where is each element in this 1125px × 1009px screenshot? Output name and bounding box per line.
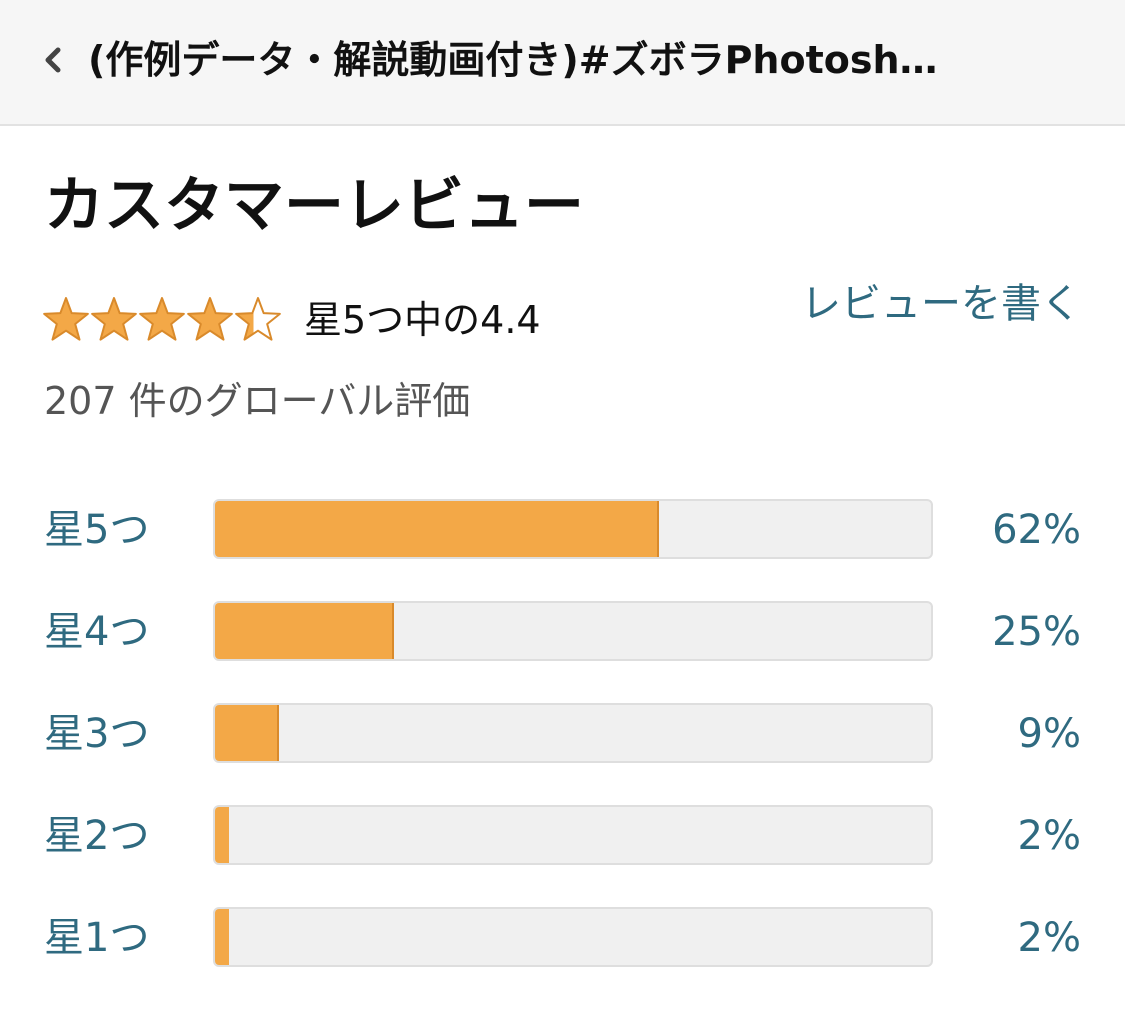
histogram-percent: 62% — [992, 507, 1081, 553]
star-icon — [43, 297, 89, 341]
histogram-percent: 9% — [1017, 711, 1081, 757]
histogram-label: 星5つ — [44, 507, 150, 553]
rating-summary: 星5つ中の4.4 — [304, 298, 541, 342]
histogram-row-3-star[interactable]: 星3つ 9% — [0, 703, 1125, 765]
histogram-bar — [213, 805, 933, 865]
histogram-fill — [215, 909, 230, 965]
total-ratings-count: 207 件のグローバル評価 — [44, 379, 471, 423]
back-button[interactable] — [36, 36, 68, 84]
chevron-left-icon — [45, 47, 61, 73]
histogram-fill — [215, 705, 280, 761]
star-icon — [187, 297, 233, 341]
histogram-row-1-star[interactable]: 星1つ 2% — [0, 907, 1125, 969]
histogram-label: 星3つ — [44, 711, 150, 757]
histogram-bar — [213, 703, 933, 763]
write-review-link[interactable]: レビューを書く — [801, 281, 1081, 327]
section-title: カスタマーレビュー — [44, 171, 584, 241]
histogram-percent: 25% — [992, 609, 1081, 655]
histogram-label: 星4つ — [44, 609, 150, 655]
star-icon — [235, 297, 281, 341]
histogram-percent: 2% — [1017, 813, 1081, 859]
histogram-row-5-star[interactable]: 星5つ 62% — [0, 499, 1125, 561]
nav-header: (作例データ・解説動画付き)#ズボラPhotosh… — [0, 0, 1125, 126]
histogram-row-2-star[interactable]: 星2つ 2% — [0, 805, 1125, 867]
histogram-bar — [213, 907, 933, 967]
histogram-percent: 2% — [1017, 915, 1081, 961]
star-icon — [139, 297, 185, 341]
histogram-fill — [215, 603, 394, 659]
histogram-label: 星1つ — [44, 915, 150, 961]
histogram-fill — [215, 807, 230, 863]
histogram-label: 星2つ — [44, 813, 150, 859]
histogram-row-4-star[interactable]: 星4つ 25% — [0, 601, 1125, 663]
histogram-bar — [213, 499, 933, 559]
star-rating — [42, 296, 286, 344]
histogram-bar — [213, 601, 933, 661]
histogram-fill — [215, 501, 659, 557]
page-title: (作例データ・解説動画付き)#ズボラPhotosh… — [88, 38, 938, 82]
star-icon — [91, 297, 137, 341]
